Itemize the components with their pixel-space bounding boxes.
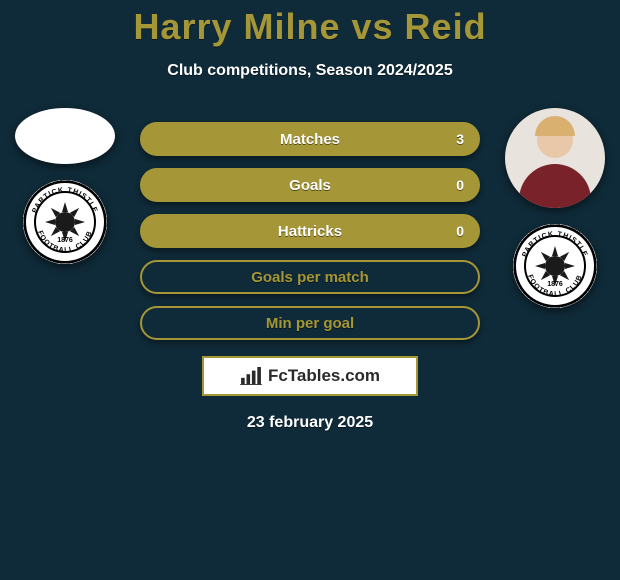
club-crest-right: PARTICK THISTLE FOOTBALL CLUB 1876: [513, 224, 597, 308]
player-right-avatar: [505, 108, 605, 208]
stat-label: Goals: [289, 177, 331, 194]
crest-year-left: 1876: [57, 237, 73, 244]
stat-value-right: 0: [456, 177, 464, 193]
page-title: Harry Milne vs Reid: [0, 0, 620, 48]
brand-badge[interactable]: FcTables.com: [202, 356, 418, 396]
stat-row-goals: Goals 0: [140, 168, 480, 202]
player-left-avatar: [15, 108, 115, 164]
stat-row-gpm: Goals per match: [140, 260, 480, 294]
stat-label: Matches: [280, 131, 340, 148]
stat-row-hattricks: Hattricks 0: [140, 214, 480, 248]
date-label: 23 february 2025: [140, 414, 480, 432]
stats-panel: Matches 3 Goals 0 Hattricks 0 Goals per …: [140, 122, 480, 432]
stat-row-matches: Matches 3: [140, 122, 480, 156]
stat-label: Goals per match: [251, 269, 369, 286]
stat-label: Hattricks: [278, 223, 342, 240]
player-right-column: PARTICK THISTLE FOOTBALL CLUB 1876: [500, 108, 610, 308]
club-crest-left: PARTICK THISTLE FOOTBALL CLUB 1876: [23, 180, 107, 264]
stat-value-right: 0: [456, 223, 464, 239]
page-subtitle: Club competitions, Season 2024/2025: [0, 62, 620, 80]
bar-chart-icon: [240, 367, 262, 385]
stat-label: Min per goal: [266, 315, 354, 332]
stat-row-mpg: Min per goal: [140, 306, 480, 340]
player-left-column: PARTICK THISTLE FOOTBALL CLUB 1876: [10, 108, 120, 264]
brand-label: FcTables.com: [268, 366, 380, 386]
crest-year-right: 1876: [547, 281, 563, 288]
stat-value-right: 3: [456, 131, 464, 147]
